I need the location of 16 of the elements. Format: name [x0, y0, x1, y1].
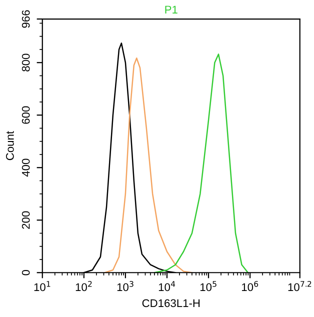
- text: P1: [165, 6, 178, 14]
- y-tick-label: 400: [22, 158, 30, 177]
- y-tick-label: 0: [22, 270, 30, 276]
- x-tick-label: 10$^{3}$: [117, 280, 134, 292]
- x-tick-label: 10$^{1}$: [34, 281, 50, 292]
- x-axis-title: CD163L1-H: [142, 299, 200, 308]
- y-tick-label: 200: [22, 211, 30, 229]
- x-tick-label: 10$^{2}$: [76, 280, 92, 292]
- x-tick-label: 10$^{4}$: [158, 281, 176, 292]
- y-axis-title: Count: [6, 131, 14, 160]
- x-tick-label: 10$^{7.2}$: [288, 280, 312, 292]
- x-tick-label: 10$^{5}$: [200, 281, 216, 292]
- x-tick-label: 10$^{6}$: [242, 280, 258, 292]
- y-tick-label: 966: [22, 10, 30, 28]
- y-tick-label: 600: [22, 106, 30, 124]
- y-tick-label: 800: [22, 54, 30, 72]
